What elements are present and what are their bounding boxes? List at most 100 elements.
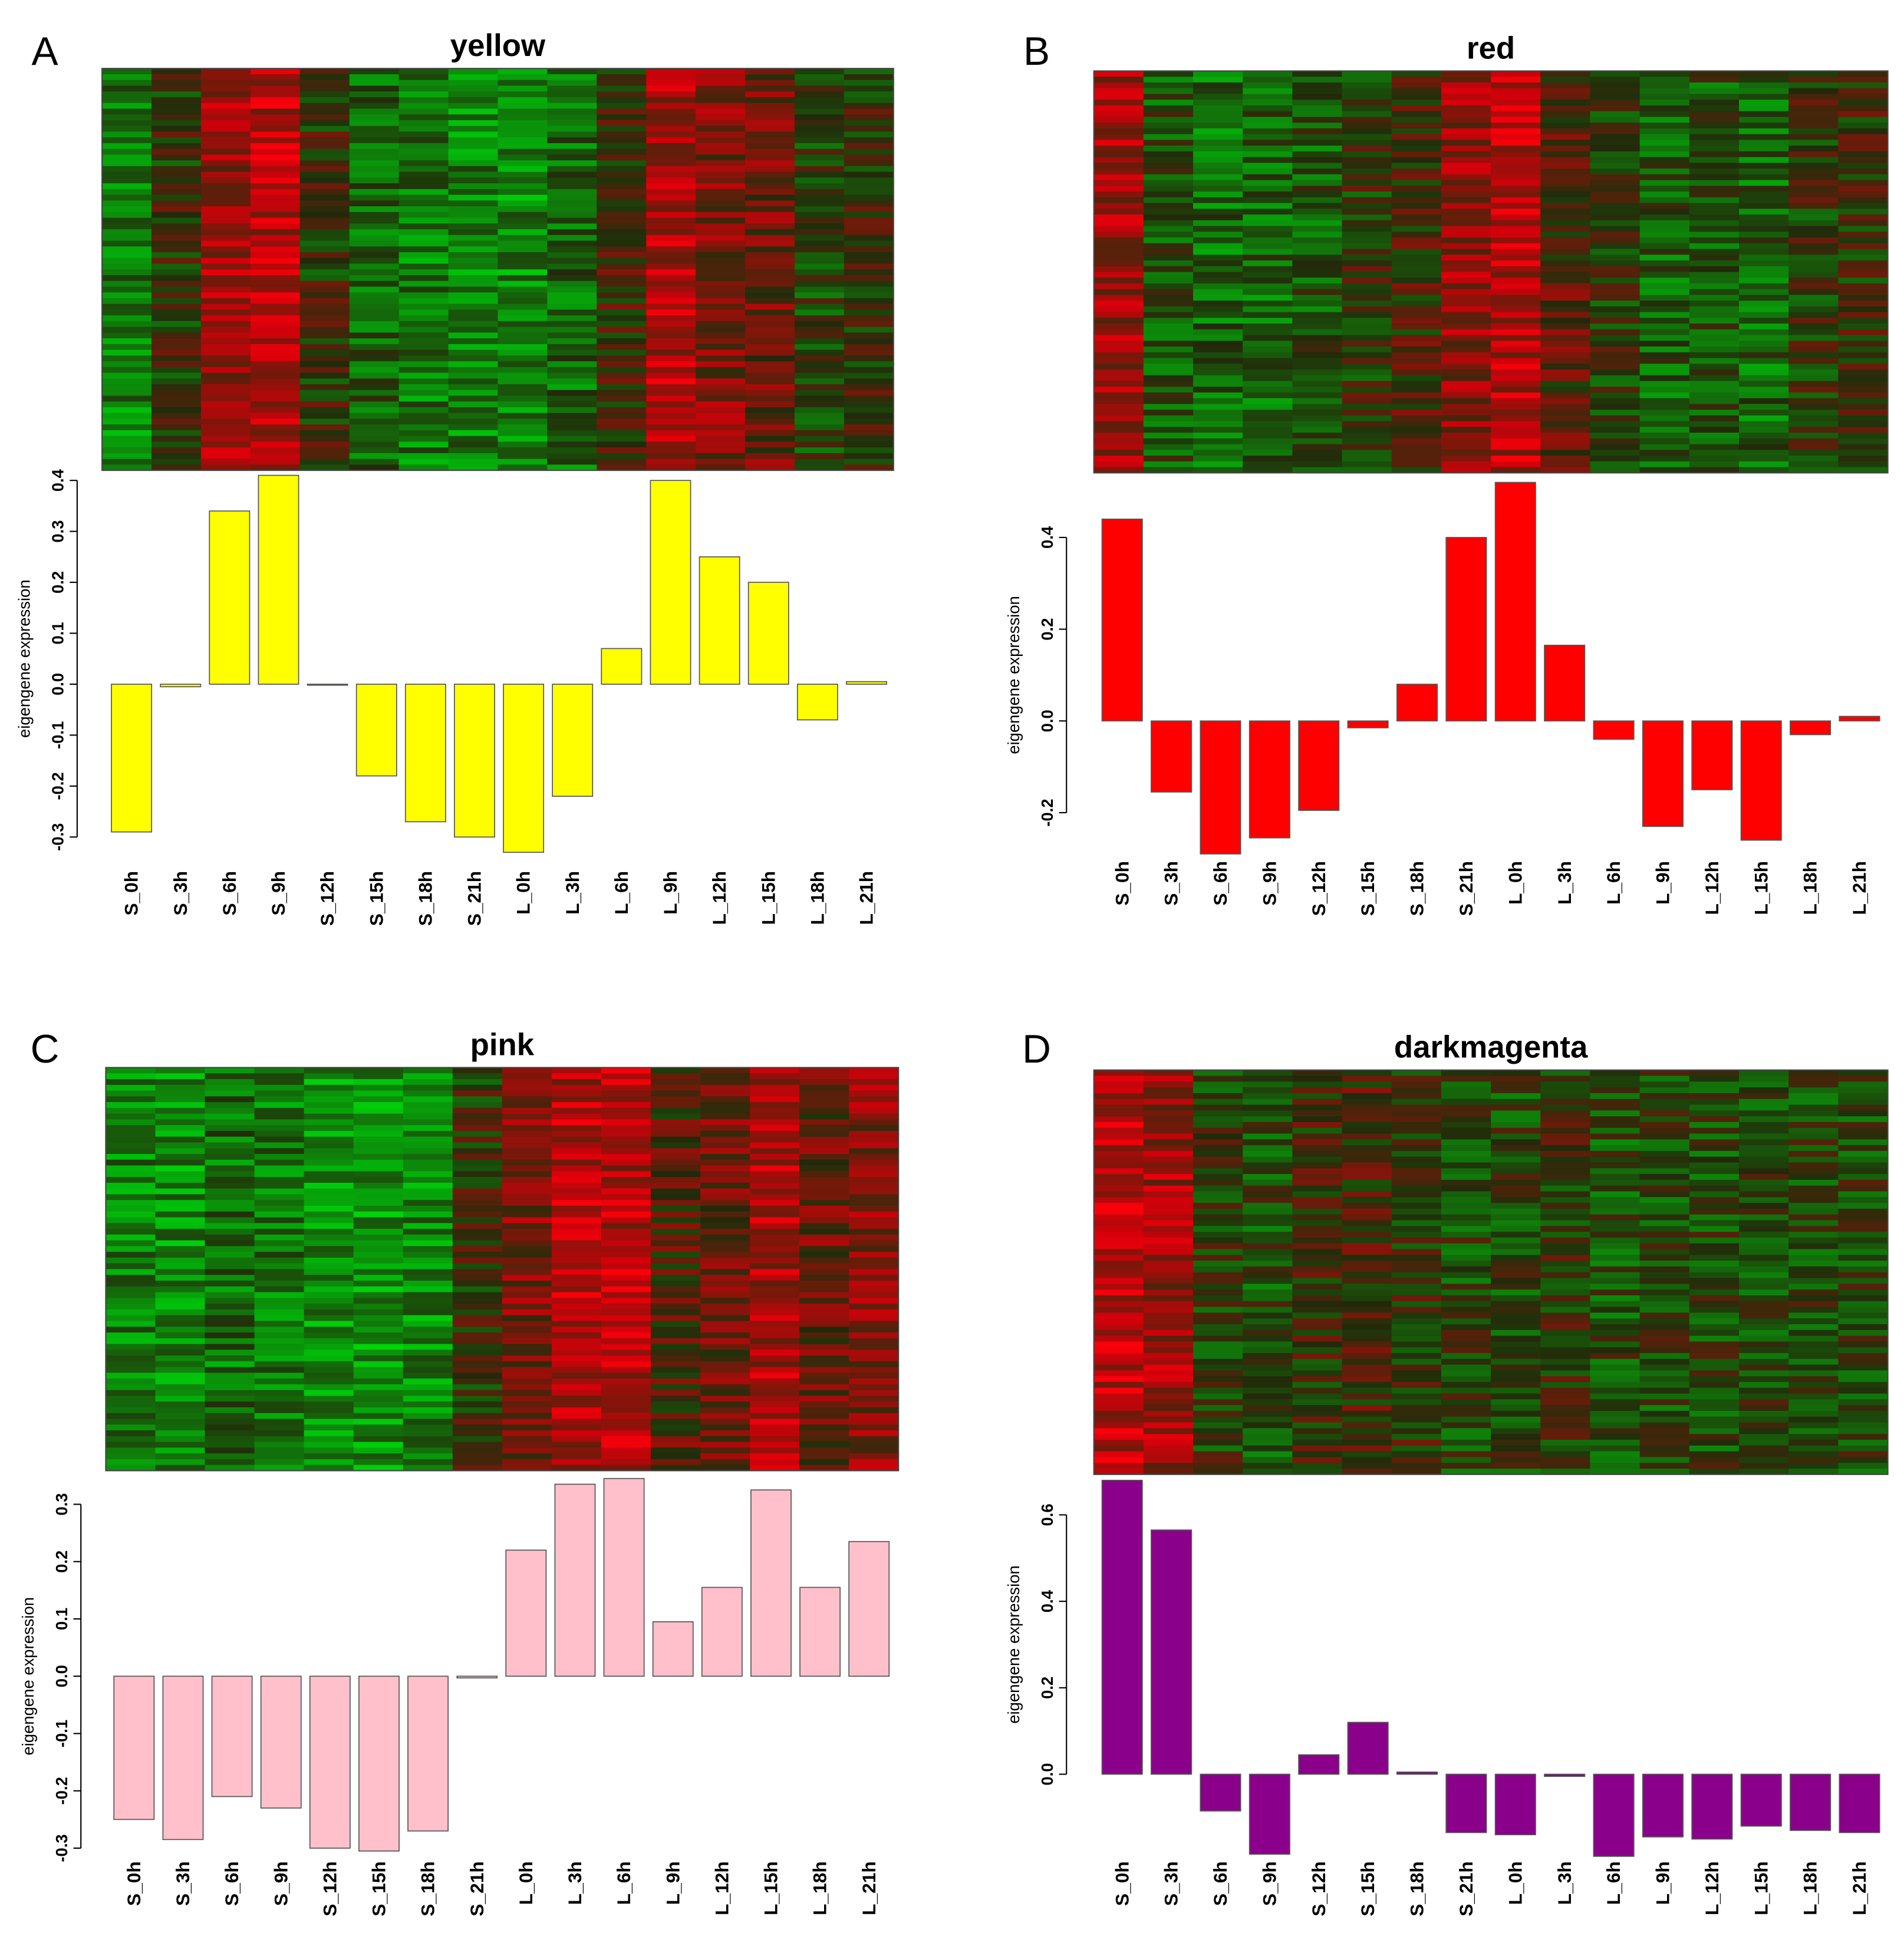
heatmap-cell bbox=[498, 384, 548, 391]
heatmap-cell bbox=[1540, 283, 1591, 290]
heatmap-cell bbox=[448, 154, 499, 161]
heatmap-cell bbox=[250, 459, 301, 466]
heatmap-cell bbox=[254, 1229, 305, 1235]
heatmap-cell bbox=[750, 1217, 800, 1223]
heatmap-cell bbox=[349, 395, 400, 402]
heatmap-cell bbox=[502, 1217, 552, 1223]
heatmap-cell bbox=[1292, 180, 1343, 186]
heatmap-cell bbox=[106, 1159, 156, 1166]
heatmap-cell bbox=[1739, 146, 1789, 152]
heatmap-cell bbox=[452, 1436, 503, 1443]
heatmap-cell bbox=[498, 258, 548, 265]
heatmap-cell bbox=[1143, 392, 1194, 399]
heatmap-cell bbox=[1590, 358, 1641, 364]
heatmap-cell bbox=[452, 1119, 503, 1126]
heatmap-cell bbox=[1739, 1347, 1789, 1354]
heatmap-cell bbox=[1243, 289, 1293, 295]
heatmap-cell bbox=[1788, 450, 1839, 456]
heatmap-cell bbox=[1590, 364, 1641, 370]
heatmap-cell bbox=[1590, 1110, 1641, 1117]
heatmap-cell bbox=[750, 1344, 800, 1350]
heatmap-cell bbox=[1292, 117, 1343, 123]
heatmap-cell bbox=[1689, 1197, 1740, 1203]
heatmap-cell bbox=[1639, 1451, 1690, 1458]
heatmap-cell bbox=[349, 212, 400, 219]
heatmap-cell bbox=[1739, 1191, 1789, 1198]
heatmap-cell bbox=[1540, 1122, 1591, 1129]
heatmap-cell bbox=[551, 1350, 602, 1356]
heatmap-cell bbox=[106, 1096, 156, 1103]
heatmap-cell bbox=[398, 441, 449, 448]
heatmap-cell bbox=[448, 246, 499, 253]
heatmap-cell bbox=[1391, 1226, 1442, 1232]
heatmap-cell bbox=[1391, 1463, 1442, 1469]
heatmap-cell bbox=[250, 453, 301, 460]
chart-title: yellow bbox=[450, 28, 546, 63]
heatmap-cell bbox=[1739, 364, 1789, 370]
heatmap-cell bbox=[1590, 1272, 1641, 1279]
heatmap-cell bbox=[452, 1378, 503, 1385]
heatmap-cell bbox=[1441, 272, 1491, 278]
heatmap-cell bbox=[102, 424, 152, 431]
heatmap-cell bbox=[849, 1338, 899, 1345]
heatmap-cell bbox=[1540, 1405, 1591, 1411]
heatmap-cell bbox=[1143, 117, 1194, 123]
heatmap-cell bbox=[250, 229, 301, 236]
heatmap-cell bbox=[650, 1430, 701, 1437]
heatmap-cell bbox=[250, 292, 301, 299]
heatmap-cell bbox=[1093, 450, 1144, 456]
heatmap-cell bbox=[696, 212, 746, 219]
heatmap-cell bbox=[1838, 1087, 1889, 1094]
heatmap-cell bbox=[250, 103, 301, 110]
heatmap-cell bbox=[794, 68, 845, 75]
heatmap-cell bbox=[601, 1442, 651, 1448]
heatmap-cell bbox=[1590, 1312, 1641, 1319]
heatmap-cell bbox=[448, 217, 499, 224]
heatmap-cell bbox=[349, 223, 400, 230]
heatmap-cell bbox=[299, 108, 350, 115]
heatmap-cell bbox=[1838, 364, 1889, 370]
heatmap-cell bbox=[646, 407, 696, 414]
heatmap-cell bbox=[1391, 105, 1442, 112]
heatmap-cell bbox=[700, 1257, 750, 1264]
heatmap-cell bbox=[1143, 1358, 1194, 1366]
heatmap-cell bbox=[1441, 174, 1491, 181]
heatmap-cell bbox=[1838, 1232, 1889, 1238]
heatmap-cell bbox=[1739, 1174, 1789, 1180]
heatmap-cell bbox=[1540, 1307, 1591, 1313]
heatmap-cell bbox=[1342, 1104, 1392, 1111]
heatmap-cell bbox=[1093, 1451, 1144, 1458]
heatmap-cell bbox=[254, 1275, 305, 1281]
heatmap-cell bbox=[1441, 1393, 1491, 1400]
heatmap-cell bbox=[1193, 1370, 1243, 1377]
bar bbox=[1790, 720, 1831, 735]
heatmap-cell bbox=[200, 143, 251, 150]
heatmap-cell bbox=[700, 1252, 750, 1258]
heatmap-cell bbox=[1391, 232, 1442, 238]
heatmap-cell bbox=[547, 332, 597, 339]
heatmap-cell bbox=[700, 1453, 750, 1460]
heatmap-cell bbox=[1093, 272, 1144, 278]
heatmap-cell bbox=[799, 1309, 849, 1316]
heatmap-cell bbox=[398, 326, 449, 333]
heatmap-cell bbox=[498, 137, 548, 144]
heatmap-cell bbox=[1441, 1416, 1491, 1423]
heatmap-cell bbox=[349, 361, 400, 368]
heatmap-cell bbox=[102, 137, 152, 144]
heatmap-cell bbox=[1193, 301, 1243, 307]
heatmap-cell bbox=[155, 1298, 206, 1304]
heatmap-cell bbox=[349, 235, 400, 242]
heatmap-cell bbox=[1838, 404, 1889, 410]
heatmap-cell bbox=[1143, 1318, 1194, 1325]
heatmap-cell bbox=[547, 143, 597, 150]
heatmap-cell bbox=[353, 1234, 404, 1241]
heatmap-cell bbox=[299, 200, 350, 207]
heatmap-cell bbox=[794, 459, 845, 466]
y-tick-label: 0.1 bbox=[52, 1608, 71, 1630]
heatmap-cell bbox=[349, 281, 400, 288]
heatmap-cell bbox=[1838, 266, 1889, 273]
heatmap-cell bbox=[254, 1447, 305, 1454]
heatmap bbox=[1093, 71, 1889, 473]
heatmap-cell bbox=[349, 378, 400, 385]
heatmap-cell bbox=[1491, 186, 1541, 192]
